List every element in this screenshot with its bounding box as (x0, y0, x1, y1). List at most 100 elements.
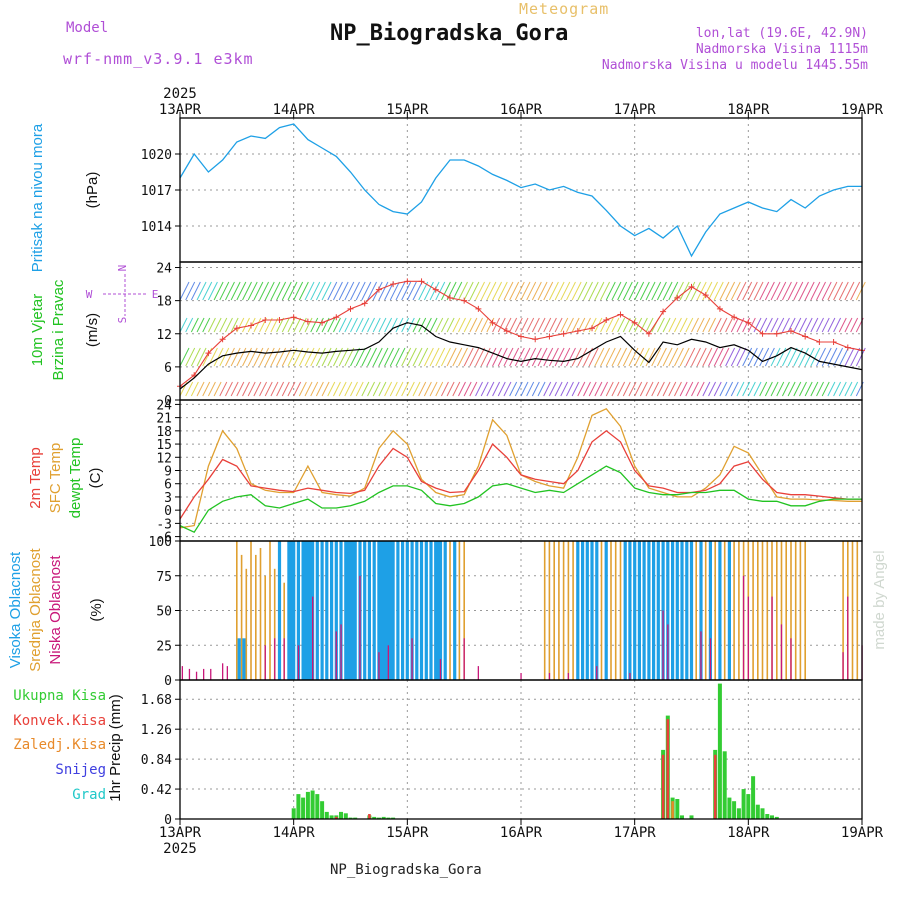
wind-barb (594, 347, 605, 367)
high-cloud-bar (671, 541, 675, 680)
high-cloud-bar (377, 541, 381, 680)
wind-gust-line-point (446, 294, 453, 301)
wind-barb (793, 381, 802, 397)
wind-barb (844, 347, 855, 367)
low-cloud-bar (378, 652, 380, 680)
wind-barb (764, 381, 773, 397)
wind-barb (787, 347, 798, 367)
wind-barb (605, 281, 616, 301)
wind-barb (355, 381, 364, 397)
wind-barb (571, 347, 582, 367)
wind-barb (270, 281, 281, 301)
wind-barb (753, 381, 762, 397)
high-cloud-bar (429, 541, 433, 680)
wind-barb (401, 381, 410, 397)
wind-barb (691, 381, 699, 397)
wind-barb (764, 281, 775, 301)
high-cloud-bar (628, 541, 632, 680)
high-cloud-bar (353, 541, 357, 680)
wind-barb (196, 281, 207, 301)
pressure-line (179, 123, 862, 258)
wind-barb (628, 381, 637, 397)
low-cloud-bar (439, 659, 442, 680)
wind-barb (742, 347, 753, 367)
high-cloud-bar (675, 541, 679, 680)
wind-barb (753, 317, 762, 333)
wind-barb (770, 381, 779, 397)
x-tick-label-bottom: 18APR (727, 825, 770, 841)
wind-barb (327, 317, 336, 333)
wind-barb (634, 347, 645, 367)
wind-barb (423, 281, 434, 301)
wind-barb (833, 381, 842, 397)
low-cloud-bar (411, 638, 413, 680)
wind-barb (361, 347, 372, 367)
y-tick-label: 12 (156, 451, 172, 466)
wind-barb (242, 381, 250, 397)
wind-barb (816, 317, 824, 333)
wind-barb (236, 317, 245, 333)
high-cloud-bar (434, 541, 438, 680)
wind-barb (458, 317, 466, 333)
x-tick-label-top: 15APR (386, 102, 429, 118)
wind-barb (196, 381, 205, 397)
high-cloud-bar (424, 541, 428, 680)
wind-barb (514, 381, 523, 397)
wind-barb (827, 317, 836, 333)
low-cloud-bar (195, 671, 198, 680)
wind-barb (406, 281, 417, 301)
x-tick-label-top: 14APR (273, 102, 316, 118)
wind-barb (674, 381, 682, 397)
wind-barb (560, 347, 571, 367)
total-precip-bar (736, 808, 741, 819)
high-cloud-bar (306, 541, 310, 680)
wind-barb (662, 317, 671, 333)
wind-barb (304, 281, 315, 301)
wind-barb (793, 281, 804, 301)
wind-barb (770, 347, 781, 367)
wind-barb (452, 381, 461, 397)
wind-barb (367, 317, 375, 333)
wind-barb (531, 281, 542, 301)
wind-barb (281, 317, 290, 333)
wind-barb (440, 317, 449, 333)
wind-barb (583, 281, 593, 301)
total-precip-bar (386, 817, 391, 819)
low-cloud-bar (203, 668, 205, 680)
wind-barb (253, 381, 262, 397)
model-elevation-label: Nadmorska Visina u modelu 1445.55m (601, 58, 868, 73)
high-cloud-bar (419, 541, 424, 680)
wind-barb (833, 317, 842, 333)
y-tick-label: 75 (156, 570, 172, 585)
wind-barb (469, 347, 480, 367)
high-cloud-bar (718, 541, 722, 680)
wind-barb (207, 381, 216, 397)
wind-barb (514, 347, 525, 367)
wind-barb (264, 381, 273, 397)
wind-barb (179, 317, 188, 333)
pressure-title: Pritisak na nivou mora (29, 123, 46, 272)
wind-gust-line-point (773, 330, 780, 337)
wind-barb (435, 347, 446, 367)
wind-barb (725, 347, 736, 367)
wind-barb (776, 347, 787, 367)
wind-barb (389, 381, 398, 397)
wind-barb (463, 381, 472, 397)
wind-barb (566, 281, 576, 301)
y-tick-label: 0.84 (141, 753, 172, 768)
high-cloud-bar (405, 541, 409, 680)
wind-barb (333, 381, 341, 397)
wind-barb (810, 317, 819, 333)
wind-barb (588, 381, 597, 397)
low-cloud-bar (226, 666, 228, 680)
wind-barb (799, 381, 807, 397)
wind-barb (645, 347, 656, 367)
wind-barb (747, 347, 758, 367)
total-precip-bar (689, 815, 694, 819)
wind-barb (276, 381, 285, 397)
wind-barb (730, 317, 739, 333)
wind-barb (486, 281, 497, 301)
wind-gust-line-point (745, 319, 752, 326)
wind-barb (287, 281, 298, 301)
wind-barb (435, 317, 444, 333)
